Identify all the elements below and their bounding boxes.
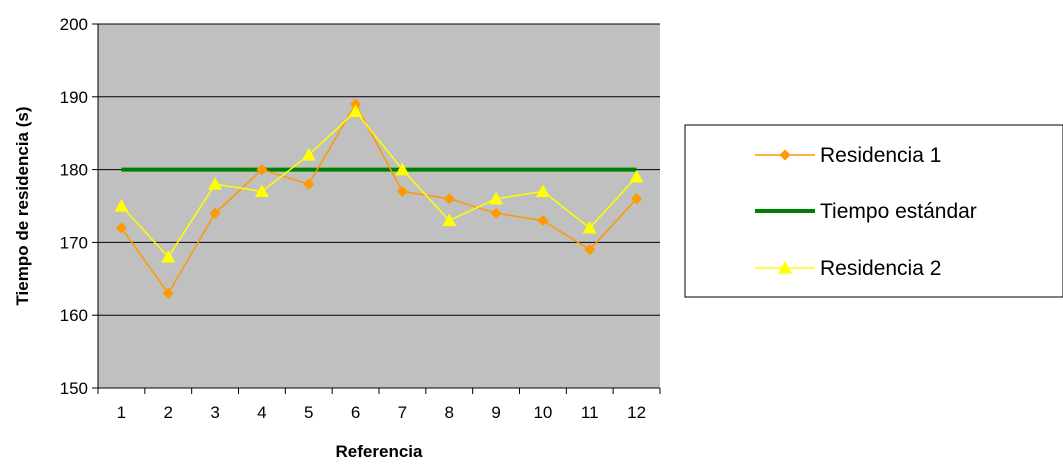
- x-tick-label: 5: [304, 403, 313, 422]
- x-tick-label: 12: [627, 403, 646, 422]
- data-point-residencia-1: [490, 207, 502, 219]
- data-point-residencia-1: [303, 178, 315, 190]
- x-tick-label: 6: [351, 403, 360, 422]
- y-tick-label: 200: [60, 15, 88, 34]
- x-tick-label: 11: [581, 403, 599, 422]
- data-point-residencia-2: [301, 148, 316, 161]
- data-point-residencia-2: [208, 177, 223, 190]
- x-tick-labels: 1 2 3 4 5 6 7 8 9 10 11 12: [117, 403, 646, 422]
- data-point-residencia-2: [395, 162, 410, 176]
- legend-label: Residencia 1: [820, 144, 941, 167]
- x-axis-title: Referencia: [336, 442, 423, 461]
- data-point-residencia-2: [489, 191, 504, 205]
- legend-marker-residencia-1: [779, 149, 791, 161]
- x-tick-label: 3: [210, 403, 219, 422]
- data-point-residencia-1: [537, 215, 549, 227]
- plot-area: [98, 24, 660, 388]
- x-tick-label: 4: [257, 403, 266, 422]
- data-point-residencia-1: [350, 98, 362, 110]
- x-tick-label: 2: [164, 403, 173, 422]
- y-tick-label: 190: [60, 88, 88, 107]
- y-tick-label: 180: [60, 161, 88, 180]
- data-point-residencia-2: [161, 249, 176, 263]
- x-tick-label: 8: [445, 403, 454, 422]
- y-tick-label: 150: [60, 379, 88, 398]
- data-point-residencia-2: [114, 199, 129, 212]
- data-point-residencia-2: [629, 169, 644, 183]
- y-tick-label: 160: [60, 306, 88, 325]
- legend-items: Residencia 1 Tiempo estándar Residencia 2: [755, 144, 977, 280]
- legend-label: Tiempo estándar: [820, 200, 977, 223]
- data-point-residencia-2: [254, 184, 269, 198]
- y-axis-title: Tiempo de residencia (s): [13, 106, 32, 305]
- legend-box: [684, 124, 1063, 298]
- y-tick-label: 170: [60, 233, 88, 252]
- x-tick-label: 7: [398, 403, 407, 422]
- data-point-residencia-2: [535, 184, 550, 198]
- data-point-residencia-1: [115, 222, 127, 234]
- legend: Residencia 1 Tiempo estándar Residencia 2: [684, 124, 1063, 298]
- y-tick-labels: 150 160 170 180 190 200: [60, 15, 88, 398]
- data-point-residencia-1: [584, 244, 596, 256]
- data-point-residencia-2: [582, 220, 597, 234]
- data-point-residencia-2: [348, 104, 363, 117]
- series-layer: [114, 98, 644, 299]
- data-point-residencia-1: [443, 193, 455, 205]
- data-point-residencia-1: [631, 193, 643, 205]
- axes: [92, 23, 661, 394]
- series-line-residencia-2: [120, 110, 638, 259]
- data-point-residencia-1: [256, 164, 268, 176]
- data-point-residencia-1: [396, 185, 408, 197]
- data-point-residencia-1: [162, 287, 174, 299]
- x-tick-label: 1: [117, 403, 126, 422]
- legend-marker-residencia-2: [778, 261, 792, 274]
- series-line-residencia-1: [120, 102, 638, 295]
- data-point-residencia-2: [442, 213, 457, 227]
- x-tick-label: 10: [533, 403, 552, 422]
- data-point-residencia-1: [209, 207, 221, 219]
- x-tick-label: 9: [491, 403, 500, 422]
- legend-label: Residencia 2: [820, 257, 941, 280]
